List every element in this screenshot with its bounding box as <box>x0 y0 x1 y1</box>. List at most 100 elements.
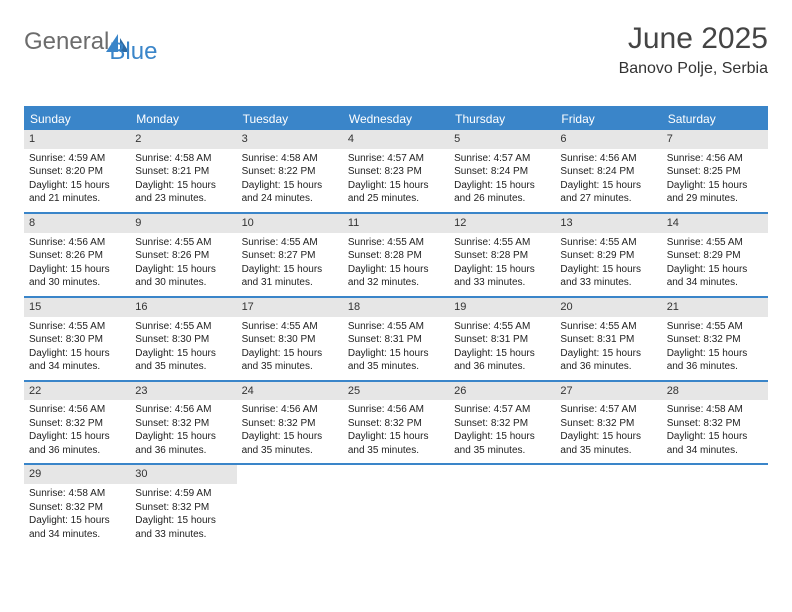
daylight-line: Daylight: 15 hours and 36 minutes. <box>667 347 763 374</box>
day-cell: 2Sunrise: 4:58 AMSunset: 8:21 PMDaylight… <box>130 130 236 212</box>
day-number: 18 <box>343 298 449 317</box>
daylight-line: Daylight: 15 hours and 36 minutes. <box>29 430 125 457</box>
day-body: Sunrise: 4:58 AMSunset: 8:22 PMDaylight:… <box>237 149 343 212</box>
sunrise-line: Sunrise: 4:55 AM <box>29 320 125 334</box>
sunrise-line: Sunrise: 4:57 AM <box>454 152 550 166</box>
day-number: 24 <box>237 382 343 401</box>
day-header: Friday <box>555 108 661 130</box>
daylight-line: Daylight: 15 hours and 29 minutes. <box>667 179 763 206</box>
day-number: 22 <box>24 382 130 401</box>
day-number: 12 <box>449 214 555 233</box>
sunset-line: Sunset: 8:32 PM <box>242 417 338 431</box>
daylight-line: Daylight: 15 hours and 23 minutes. <box>135 179 231 206</box>
sunset-line: Sunset: 8:25 PM <box>667 165 763 179</box>
day-number: 1 <box>24 130 130 149</box>
sunrise-line: Sunrise: 4:55 AM <box>454 320 550 334</box>
daylight-line: Daylight: 15 hours and 24 minutes. <box>242 179 338 206</box>
day-number: 14 <box>662 214 768 233</box>
day-cell: .. <box>449 465 555 547</box>
sunset-line: Sunset: 8:31 PM <box>348 333 444 347</box>
daylight-line: Daylight: 15 hours and 33 minutes. <box>135 514 231 541</box>
day-body: Sunrise: 4:59 AMSunset: 8:32 PMDaylight:… <box>130 484 236 547</box>
day-number: 20 <box>555 298 661 317</box>
day-number: 10 <box>237 214 343 233</box>
sunrise-line: Sunrise: 4:56 AM <box>135 403 231 417</box>
day-header: Wednesday <box>343 108 449 130</box>
day-header-row: SundayMondayTuesdayWednesdayThursdayFrid… <box>24 108 768 130</box>
day-body: Sunrise: 4:56 AMSunset: 8:24 PMDaylight:… <box>555 149 661 212</box>
day-cell: 17Sunrise: 4:55 AMSunset: 8:30 PMDayligh… <box>237 298 343 380</box>
day-cell: 20Sunrise: 4:55 AMSunset: 8:31 PMDayligh… <box>555 298 661 380</box>
day-body: Sunrise: 4:56 AMSunset: 8:32 PMDaylight:… <box>24 400 130 463</box>
day-cell: 21Sunrise: 4:55 AMSunset: 8:32 PMDayligh… <box>662 298 768 380</box>
daylight-line: Daylight: 15 hours and 36 minutes. <box>454 347 550 374</box>
day-body: Sunrise: 4:55 AMSunset: 8:28 PMDaylight:… <box>449 233 555 296</box>
sunrise-line: Sunrise: 4:55 AM <box>560 236 656 250</box>
logo-text-blue: Blue <box>109 38 157 66</box>
sunrise-line: Sunrise: 4:55 AM <box>667 236 763 250</box>
sunset-line: Sunset: 8:27 PM <box>242 249 338 263</box>
sunset-line: Sunset: 8:30 PM <box>135 333 231 347</box>
sunrise-line: Sunrise: 4:56 AM <box>348 403 444 417</box>
sunset-line: Sunset: 8:32 PM <box>29 501 125 515</box>
sunrise-line: Sunrise: 4:55 AM <box>560 320 656 334</box>
day-cell: 14Sunrise: 4:55 AMSunset: 8:29 PMDayligh… <box>662 214 768 296</box>
logo: General Blue <box>24 28 179 56</box>
sunrise-line: Sunrise: 4:59 AM <box>135 487 231 501</box>
day-body: Sunrise: 4:55 AMSunset: 8:26 PMDaylight:… <box>130 233 236 296</box>
day-body: Sunrise: 4:55 AMSunset: 8:29 PMDaylight:… <box>662 233 768 296</box>
day-cell: 4Sunrise: 4:57 AMSunset: 8:23 PMDaylight… <box>343 130 449 212</box>
daylight-line: Daylight: 15 hours and 35 minutes. <box>454 430 550 457</box>
header: June 2025 Banovo Polje, Serbia <box>619 22 768 78</box>
sunset-line: Sunset: 8:26 PM <box>29 249 125 263</box>
sunrise-line: Sunrise: 4:57 AM <box>348 152 444 166</box>
day-body: Sunrise: 4:56 AMSunset: 8:25 PMDaylight:… <box>662 149 768 212</box>
day-body: Sunrise: 4:57 AMSunset: 8:32 PMDaylight:… <box>555 400 661 463</box>
week-row: 15Sunrise: 4:55 AMSunset: 8:30 PMDayligh… <box>24 298 768 382</box>
calendar: SundayMondayTuesdayWednesdayThursdayFrid… <box>24 106 768 547</box>
day-number: 13 <box>555 214 661 233</box>
day-number: 5 <box>449 130 555 149</box>
sunset-line: Sunset: 8:32 PM <box>560 417 656 431</box>
day-number: 19 <box>449 298 555 317</box>
day-number: 29 <box>24 465 130 484</box>
day-body: Sunrise: 4:55 AMSunset: 8:30 PMDaylight:… <box>130 317 236 380</box>
day-header: Saturday <box>662 108 768 130</box>
day-number: 11 <box>343 214 449 233</box>
sunrise-line: Sunrise: 4:59 AM <box>29 152 125 166</box>
day-cell: 28Sunrise: 4:58 AMSunset: 8:32 PMDayligh… <box>662 382 768 464</box>
day-cell: .. <box>237 465 343 547</box>
daylight-line: Daylight: 15 hours and 35 minutes. <box>348 430 444 457</box>
day-cell: 23 Sunrise: 4:56 AMSunset: 8:32 PMDayligh… <box>130 382 236 464</box>
sunset-line: Sunset: 8:32 PM <box>135 417 231 431</box>
day-cell: 24Sunrise: 4:56 AMSunset: 8:32 PMDayligh… <box>237 382 343 464</box>
sunset-line: Sunset: 8:26 PM <box>135 249 231 263</box>
day-number: 26 <box>449 382 555 401</box>
day-cell: 27Sunrise: 4:57 AMSunset: 8:32 PMDayligh… <box>555 382 661 464</box>
week-row: 22Sunrise: 4:56 AMSunset: 8:32 PMDayligh… <box>24 382 768 466</box>
day-body: Sunrise: 4:55 AMSunset: 8:30 PMDaylight:… <box>24 317 130 380</box>
day-cell: 13Sunrise: 4:55 AMSunset: 8:29 PMDayligh… <box>555 214 661 296</box>
day-cell: .. <box>555 465 661 547</box>
daylight-line: Daylight: 15 hours and 34 minutes. <box>29 514 125 541</box>
weeks-container: 1Sunrise: 4:59 AMSunset: 8:20 PMDaylight… <box>24 130 768 547</box>
day-number: 16 <box>130 298 236 317</box>
daylight-line: Daylight: 15 hours and 36 minutes. <box>135 430 231 457</box>
day-number: 27 <box>555 382 661 401</box>
sunrise-line: Sunrise: 4:58 AM <box>242 152 338 166</box>
location-subtitle: Banovo Polje, Serbia <box>619 60 768 78</box>
sunrise-line: Sunrise: 4:55 AM <box>135 236 231 250</box>
sunset-line: Sunset: 8:32 PM <box>348 417 444 431</box>
day-cell: 11Sunrise: 4:55 AMSunset: 8:28 PMDayligh… <box>343 214 449 296</box>
day-number: 4 <box>343 130 449 149</box>
day-body: Sunrise: 4:59 AMSunset: 8:20 PMDaylight:… <box>24 149 130 212</box>
sunrise-line: Sunrise: 4:56 AM <box>667 152 763 166</box>
sunset-line: Sunset: 8:30 PM <box>29 333 125 347</box>
day-body: Sunrise: 4:55 AMSunset: 8:29 PMDaylight:… <box>555 233 661 296</box>
daylight-line: Daylight: 15 hours and 33 minutes. <box>560 263 656 290</box>
day-body: Sunrise: 4:55 AMSunset: 8:27 PMDaylight:… <box>237 233 343 296</box>
day-number: 23 <box>130 382 236 401</box>
day-cell: 19Sunrise: 4:55 AMSunset: 8:31 PMDayligh… <box>449 298 555 380</box>
day-cell: 16Sunrise: 4:55 AMSunset: 8:30 PMDayligh… <box>130 298 236 380</box>
sunrise-line: Sunrise: 4:58 AM <box>29 487 125 501</box>
